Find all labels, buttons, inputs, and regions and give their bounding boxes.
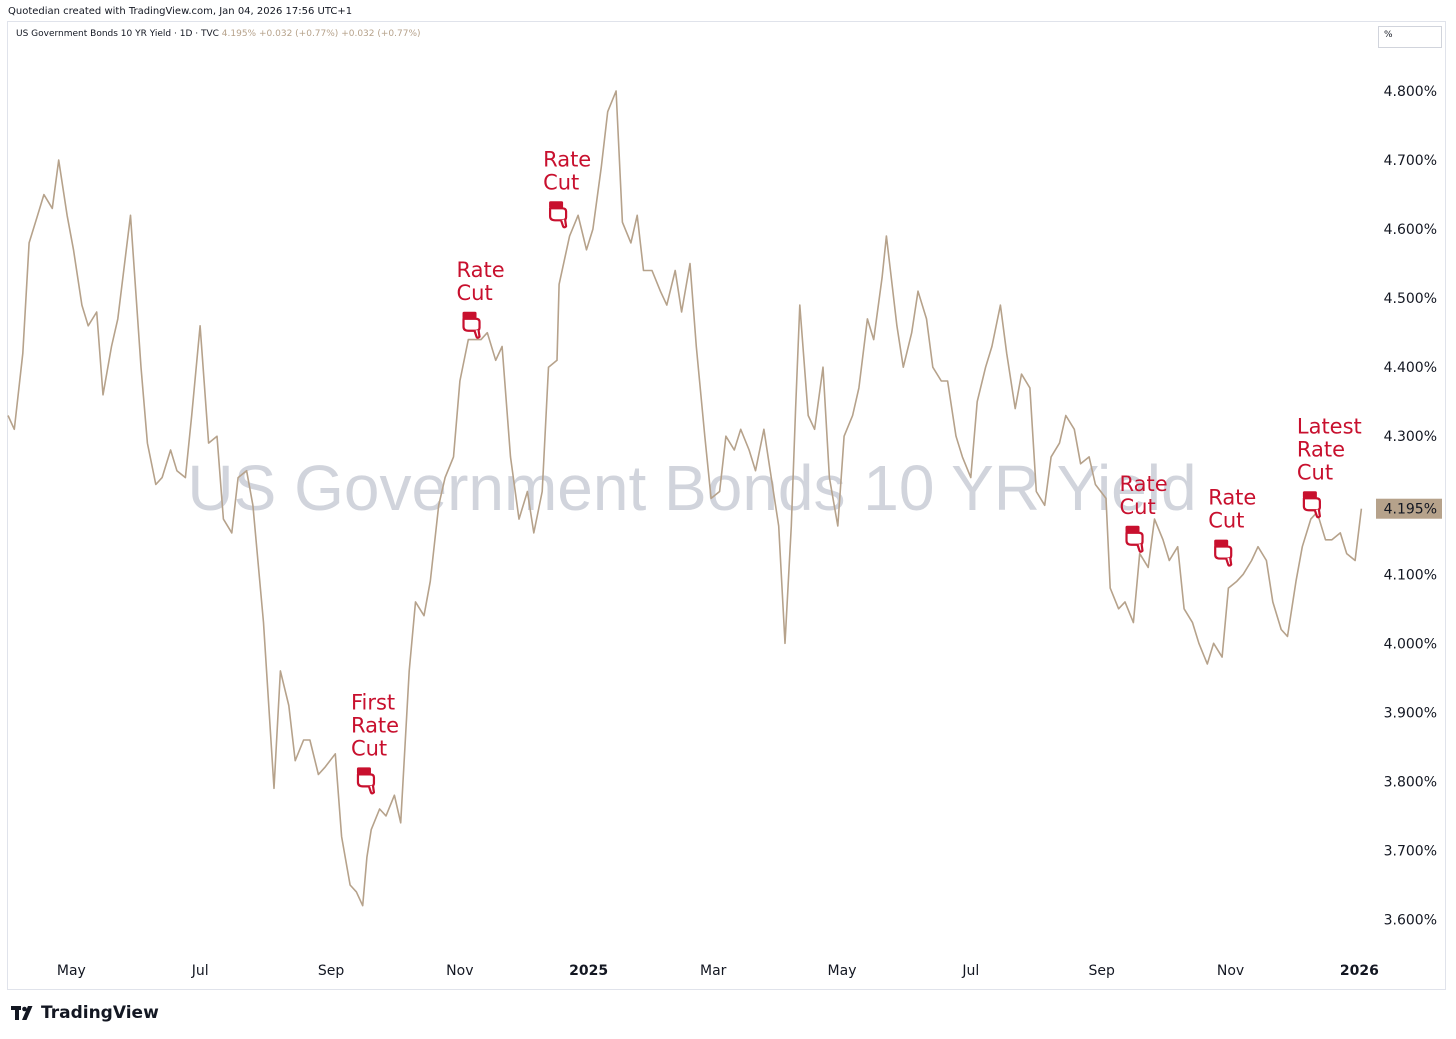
annotation-label: Latest [1297,414,1362,438]
annotation-label: First [351,690,395,714]
y-tick-label: 3.800% [1384,774,1437,790]
annotation-label: Cut [457,281,493,305]
annotation-label: Rate [1120,472,1168,496]
legend-change: +0.032 (+0.77%) [259,29,339,39]
x-tick-label: May [828,963,857,979]
y-tick-label: 4.400% [1384,360,1437,376]
x-tick-label: 2025 [569,963,608,979]
x-tick-label: Sep [1089,963,1116,979]
y-tick-label: 4.700% [1384,153,1437,169]
attribution-text: Quotedian created with TradingView.com, … [8,6,353,17]
pointing-hand-icon [548,201,568,229]
y-tick-label: 4.600% [1384,222,1437,238]
y-tick-label: 4.100% [1384,567,1437,583]
axis-layer: 3.600%3.700%3.800%3.900%4.000%4.100%4.20… [57,84,1442,979]
x-tick-label: Jul [961,963,979,979]
legend-symbol: US Government Bonds 10 YR Yield · 1D · T… [16,29,219,39]
y-tick-label: 4.500% [1384,291,1437,307]
x-tick-label: Nov [1217,963,1244,979]
annotation-label: Rate [1208,486,1256,510]
legend-price: 4.195% [221,29,257,39]
annotation-label: Cut [1208,509,1244,533]
y-tick-label: 3.700% [1384,843,1437,859]
last-price-label: 4.195% [1384,502,1437,518]
annotation-label: Rate [1297,437,1345,461]
x-tick-label: Jul [191,963,209,979]
annotation-label: Cut [1297,460,1333,484]
annotation-label: Rate [543,147,591,171]
legend-change-percent: +0.032 (+0.77%) [341,29,421,39]
x-tick-label: Nov [446,963,473,979]
pointing-hand-icon [1125,525,1144,553]
y-tick-label: 3.600% [1384,912,1437,928]
annotation-label: Rate [457,258,505,282]
tradingview-brand[interactable]: TradingView [11,1003,159,1023]
y-tick-label: 4.800% [1384,84,1437,100]
annotation-label: Cut [351,736,387,760]
unit-label: % [1384,30,1393,40]
y-tick-label: 4.300% [1384,429,1437,445]
pointing-hand-icon [462,311,481,339]
x-tick-label: Sep [318,963,345,979]
chart-legend: US Government Bonds 10 YR Yield · 1D · T… [16,29,421,39]
pointing-hand-icon [1302,491,1321,519]
y-tick-label: 3.900% [1384,705,1437,721]
pointing-hand-icon [356,767,376,795]
annotation-label: Cut [1120,495,1156,519]
tradingview-logo-icon [11,1006,33,1020]
x-tick-label: Mar [700,963,727,979]
series-line-0 [7,90,1363,907]
watermark-text: US Government Bonds 10 YR Yield [187,452,1196,524]
brand-name: TradingView [41,1003,159,1023]
annotation-label: Rate [351,713,399,737]
plot-layer [7,90,1363,907]
chart-frame [7,21,1446,990]
x-tick-label: 2026 [1340,963,1379,979]
x-tick-label: May [57,963,86,979]
annotation-label: Cut [543,170,579,194]
pointing-hand-icon [1214,539,1233,567]
price-scale-unit-button[interactable]: % [1378,26,1442,48]
last-price-tag [1376,498,1442,519]
y-tick-label: 4.000% [1384,636,1437,652]
